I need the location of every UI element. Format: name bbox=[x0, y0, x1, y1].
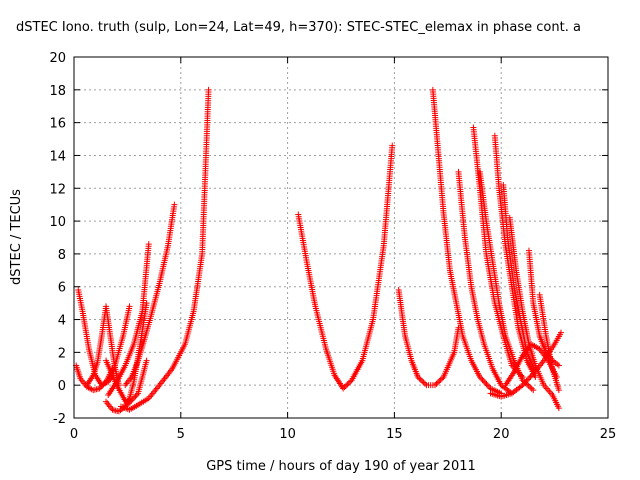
x-tick-label: 25 bbox=[600, 427, 617, 442]
series-markers bbox=[295, 142, 396, 392]
y-tick-label: 8 bbox=[58, 248, 66, 263]
y-tick-label: 6 bbox=[58, 281, 66, 296]
series-11 bbox=[429, 86, 505, 397]
x-tick-label: 20 bbox=[493, 427, 510, 442]
y-tick-label: 4 bbox=[58, 314, 66, 329]
x-axis-label: GPS time / hours of day 190 of year 2011 bbox=[206, 459, 476, 474]
series-6 bbox=[122, 201, 178, 389]
series-12 bbox=[455, 168, 515, 397]
series-markers bbox=[476, 168, 537, 394]
chart-title: dSTEC Iono. truth (sulp, Lon=24, Lat=49,… bbox=[16, 20, 581, 35]
series-13 bbox=[470, 124, 526, 380]
series-markers bbox=[536, 291, 562, 394]
series-markers bbox=[122, 201, 178, 389]
y-tick-label: 16 bbox=[49, 117, 66, 132]
axis-ticks: 0 5 10 15 20 25 -2 0 2 4 6 8 10 12 14 16 18 20 bbox=[49, 51, 616, 442]
y-tick-label: 10 bbox=[49, 215, 66, 230]
y-tick-label: 20 bbox=[49, 51, 66, 66]
x-tick-label: 5 bbox=[177, 427, 185, 442]
series-markers bbox=[103, 357, 150, 408]
y-tick-label: 2 bbox=[58, 346, 66, 361]
series-21 bbox=[536, 291, 562, 394]
series-markers bbox=[117, 86, 212, 413]
series-7 bbox=[117, 86, 212, 413]
x-tick-label: 15 bbox=[386, 427, 403, 442]
series-16 bbox=[500, 181, 539, 376]
plot-frame bbox=[73, 56, 609, 419]
y-tick-label: 0 bbox=[58, 379, 66, 394]
y-tick-label: 14 bbox=[49, 149, 66, 164]
series-9 bbox=[295, 142, 396, 392]
series-3 bbox=[100, 303, 133, 387]
series-10 bbox=[395, 287, 462, 389]
series-markers bbox=[470, 124, 526, 380]
series-markers bbox=[75, 287, 105, 389]
series-markers bbox=[83, 303, 122, 389]
series-markers bbox=[105, 241, 152, 399]
y-tick-label: 12 bbox=[49, 182, 66, 197]
series-markers bbox=[100, 303, 133, 387]
series-5 bbox=[103, 357, 150, 408]
series-14 bbox=[476, 168, 537, 394]
y-tick-label: 18 bbox=[49, 84, 66, 99]
series-2 bbox=[83, 303, 122, 389]
series-markers bbox=[500, 181, 539, 376]
series-1 bbox=[75, 287, 105, 389]
x-tick-label: 0 bbox=[70, 427, 78, 442]
series-markers bbox=[395, 287, 462, 389]
series-markers bbox=[455, 168, 515, 397]
y-tick-label: -2 bbox=[53, 412, 66, 427]
x-tick-label: 10 bbox=[279, 427, 296, 442]
y-axis-label: dSTEC / TECUs bbox=[9, 189, 24, 285]
data-points bbox=[73, 86, 565, 415]
series-8 bbox=[105, 241, 152, 399]
series-markers bbox=[429, 86, 505, 397]
